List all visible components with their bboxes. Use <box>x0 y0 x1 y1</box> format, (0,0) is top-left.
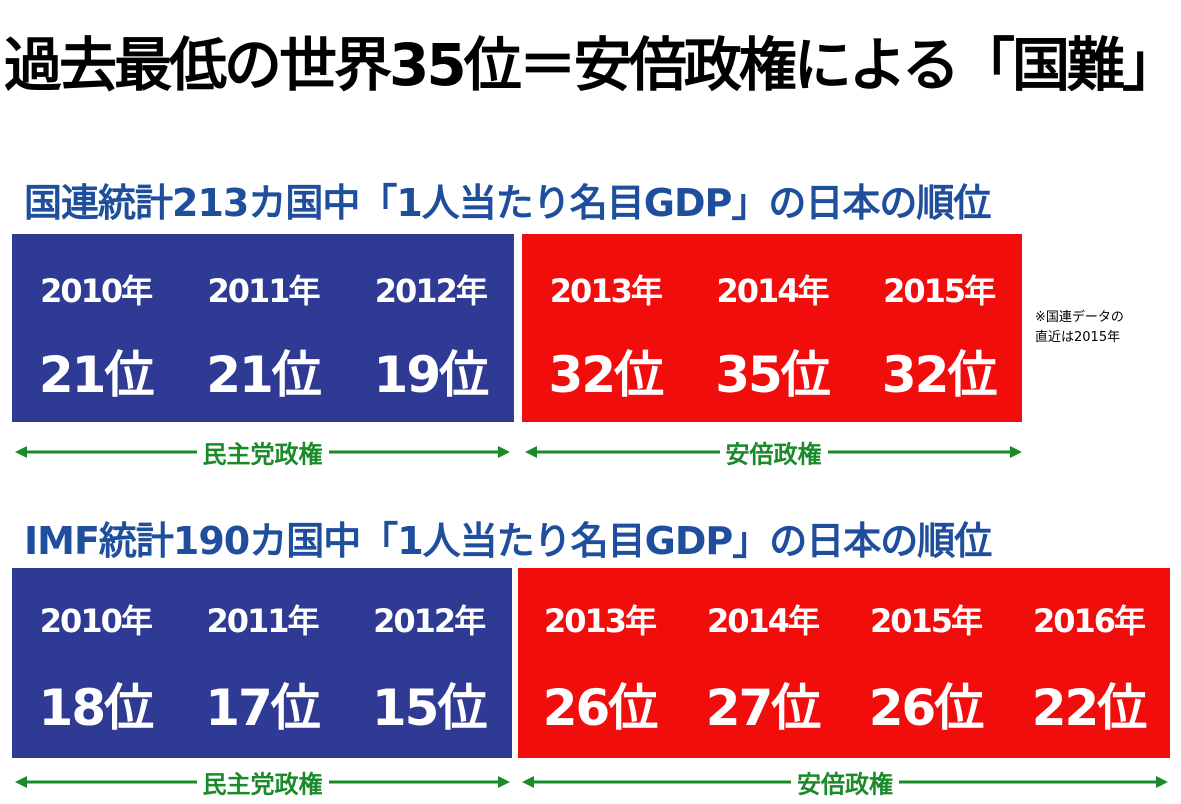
arrow-head <box>1010 446 1022 458</box>
year-label: 2015年 <box>883 272 996 310</box>
year-label: 2014年 <box>716 272 829 310</box>
title: 過去最低の世界35位＝安倍政権による「国難」 <box>4 31 1180 99</box>
year-label: 2011年 <box>207 272 320 310</box>
year-label: 2012年 <box>373 602 486 640</box>
year-label: 2011年 <box>206 602 319 640</box>
rank-label: 32位 <box>548 346 665 404</box>
year-label: 2013年 <box>549 272 663 310</box>
arrow-head <box>522 776 534 788</box>
arrow-head <box>15 776 27 788</box>
year-label: 2013年 <box>543 602 657 640</box>
year-label: 2010年 <box>40 272 153 310</box>
period-box <box>12 234 514 422</box>
era-label: 民主党政権 <box>196 764 329 800</box>
rank-label: 26位 <box>542 679 659 737</box>
note-line: 直近は2015年 <box>1035 330 1121 345</box>
rank-label: 26位 <box>868 679 985 737</box>
arrow-head <box>498 776 510 788</box>
period-box <box>12 568 512 758</box>
year-label: 2012年 <box>374 272 488 310</box>
year-label: 2014年 <box>706 602 820 640</box>
year-label: 2015年 <box>869 602 983 640</box>
rank-label: 21位 <box>206 346 322 404</box>
rank-label: 21位 <box>38 346 155 404</box>
rank-label: 27位 <box>705 679 822 737</box>
arrow-head <box>1156 776 1168 788</box>
year-label: 2010年 <box>39 602 153 640</box>
arrow-head <box>15 446 27 458</box>
section-heading: IMF統計190カ国中「1人当たり名目GDP」の日本の順位 <box>24 519 992 563</box>
rank-label: 17位 <box>205 679 321 737</box>
rank-label: 19位 <box>373 346 490 404</box>
period-box <box>522 234 1022 422</box>
period-box <box>518 568 1170 758</box>
era-label: 安倍政権 <box>791 764 899 800</box>
rank-label: 32位 <box>881 346 998 404</box>
year-label: 2016年 <box>1032 602 1146 640</box>
section-heading: 国連統計213カ国中「1人当たり名目GDP」の日本の順位 <box>24 181 991 225</box>
arrow-head <box>525 446 537 458</box>
rank-label: 22位 <box>1031 679 1148 737</box>
era-label: 民主党政権 <box>196 434 329 470</box>
rank-label: 15位 <box>371 679 488 737</box>
rank-label: 18位 <box>38 679 155 737</box>
note-line: ※国連データの <box>1035 310 1124 325</box>
era-label: 安倍政権 <box>719 434 828 470</box>
rank-label: 35位 <box>715 346 831 404</box>
arrow-head <box>498 446 510 458</box>
